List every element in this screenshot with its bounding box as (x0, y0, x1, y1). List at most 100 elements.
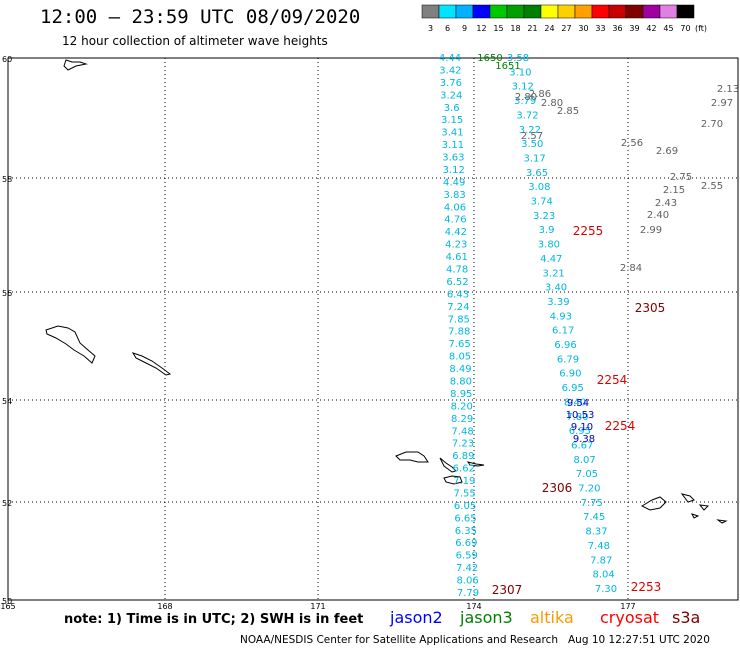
swh-value-gray: 2.55 (701, 181, 723, 192)
legend-unit: (ft) (695, 24, 707, 33)
swh-value-left-track: 8.95 (450, 389, 472, 400)
time-label-green: 1650 (477, 53, 502, 64)
time-label: 2305 (635, 301, 666, 315)
map-frame (7, 57, 739, 601)
lat-label: 54 (2, 397, 12, 406)
swh-value-blue: 10.53 (566, 410, 595, 421)
swh-value-left-track: 7.23 (452, 439, 474, 450)
legend-tick: 6 (445, 24, 450, 33)
lat-label: 50 (2, 597, 12, 606)
swh-value-left-track: 3.41 (441, 128, 463, 139)
legend-tick: 30 (578, 24, 588, 33)
swh-value-left-track: 7.79 (457, 588, 479, 599)
legend-tick: 45 (663, 24, 673, 33)
swh-value-left-track: 4.06 (444, 202, 466, 213)
sat-label-cryosat: cryosat (600, 608, 660, 627)
legend-tick: 15 (493, 24, 503, 33)
swh-value-right-track: 4.93 (550, 311, 572, 322)
coastline (691, 513, 700, 519)
swh-value-left-track: 3.24 (440, 90, 462, 101)
swh-value-left-track: 4.76 (444, 215, 466, 226)
note-text: note: 1) Time is in UTC; 2) SWH is in fe… (64, 612, 364, 627)
lat-label: 60 (2, 55, 12, 64)
swh-value-gray: 2.56 (621, 138, 643, 149)
swh-value-right-track: 6.90 (559, 369, 581, 380)
legend-tick: 21 (527, 24, 537, 33)
lon-label: 171 (310, 602, 325, 611)
legend-tick: 39 (629, 24, 639, 33)
swh-value-right-track: 7.20 (578, 484, 600, 495)
swh-value-left-track: 8.29 (451, 414, 473, 425)
coastline (716, 519, 728, 524)
swh-value-left-track: 6.59 (456, 551, 478, 562)
swh-value-blue: 9.10 (571, 422, 593, 433)
swh-value-gray: 2.84 (620, 263, 642, 274)
legend-tick: 12 (476, 24, 486, 33)
legend-tick: 9 (462, 24, 467, 33)
swh-value-right-track: 3.22 (519, 125, 541, 136)
coastline (680, 493, 695, 503)
swh-value-right-track: 6.79 (557, 354, 579, 365)
swh-value-right-track: 8.40 (564, 397, 586, 408)
coastline (698, 504, 710, 511)
swh-value-left-track: 4.44 (439, 53, 461, 64)
sat-label-s3a: s3a (672, 608, 701, 627)
swh-value-right-track: 3.79 (514, 96, 536, 107)
swh-value-gray: 2.80 (541, 98, 563, 109)
swh-value-left-track: 6.89 (452, 451, 474, 462)
sat-label-jason3: jason3 (460, 608, 513, 627)
coastline (131, 352, 172, 376)
swh-value-gray: 2.85 (557, 106, 579, 117)
swh-value-left-track: 7.48 (451, 426, 473, 437)
map-title: 12:00 – 23:59 UTC 08/09/2020 (40, 6, 361, 28)
swh-value-gray: 2.80 (515, 92, 537, 103)
swh-value-left-track: 3.83 (443, 190, 465, 201)
swh-value-blue: 9.38 (573, 434, 595, 445)
swh-value-left-track: 6.43 (447, 289, 469, 300)
swh-value-left-track: 7.24 (447, 302, 469, 313)
swh-value-left-track: 8.05 (449, 352, 471, 363)
swh-value-left-track: 6.05 (454, 501, 476, 512)
swh-value-right-track: 3.74 (531, 197, 553, 208)
time-label: 2307 (492, 583, 523, 597)
swh-value-right-track: 8.04 (592, 570, 614, 581)
legend-tick: 42 (646, 24, 656, 33)
swh-value-blue: 9.54 (567, 398, 589, 409)
swh-value-left-track: 6.69 (455, 538, 477, 549)
lon-label: 165 (0, 602, 15, 611)
swh-value-left-track: 7.88 (448, 327, 470, 338)
swh-value-left-track: 4.78 (446, 265, 468, 276)
swh-value-right-track: 3.40 (545, 283, 567, 294)
swh-value-right-track: 3.9 (539, 225, 555, 236)
swh-value-left-track: 6.65 (454, 513, 476, 524)
swh-value-right-track: 4.47 (540, 254, 562, 265)
footer-credit: NOAA/NESDIS Center for Satellite Applica… (240, 634, 558, 646)
coastline (63, 59, 88, 71)
coastline (45, 325, 96, 364)
swh-value-right-track: 6.67 (571, 440, 593, 451)
sat-label-altika: altika (530, 608, 574, 627)
swh-value-right-track: 3.39 (547, 297, 569, 308)
swh-value-right-track: 3.50 (521, 139, 543, 150)
time-label: 2255 (573, 224, 604, 238)
swh-value-right-track: 3.80 (538, 240, 560, 251)
lat-label: 56 (2, 289, 12, 298)
swh-value-gray: 2.43 (655, 198, 677, 209)
swh-value-left-track: 3.76 (440, 78, 462, 89)
legend-tick: 33 (595, 24, 605, 33)
swh-value-left-track: 3.42 (439, 65, 461, 76)
swh-value-right-track: 7.87 (590, 555, 612, 566)
swh-value-gray: 2.70 (701, 119, 723, 130)
legend-tick: 70 (680, 24, 690, 33)
legend-swatch (676, 4, 695, 19)
coastline (395, 451, 429, 463)
swh-value-gray: 2.13 (717, 84, 739, 95)
swh-value-right-track: 7.80 (566, 412, 588, 423)
swh-value-left-track: 6.35 (455, 526, 477, 537)
swh-value-left-track: 4.42 (445, 227, 467, 238)
lat-label: 58 (2, 175, 12, 184)
swh-value-gray: 2.69 (656, 146, 678, 157)
swh-value-right-track: 8.37 (585, 527, 607, 538)
swh-value-gray: 2.86 (529, 89, 551, 100)
